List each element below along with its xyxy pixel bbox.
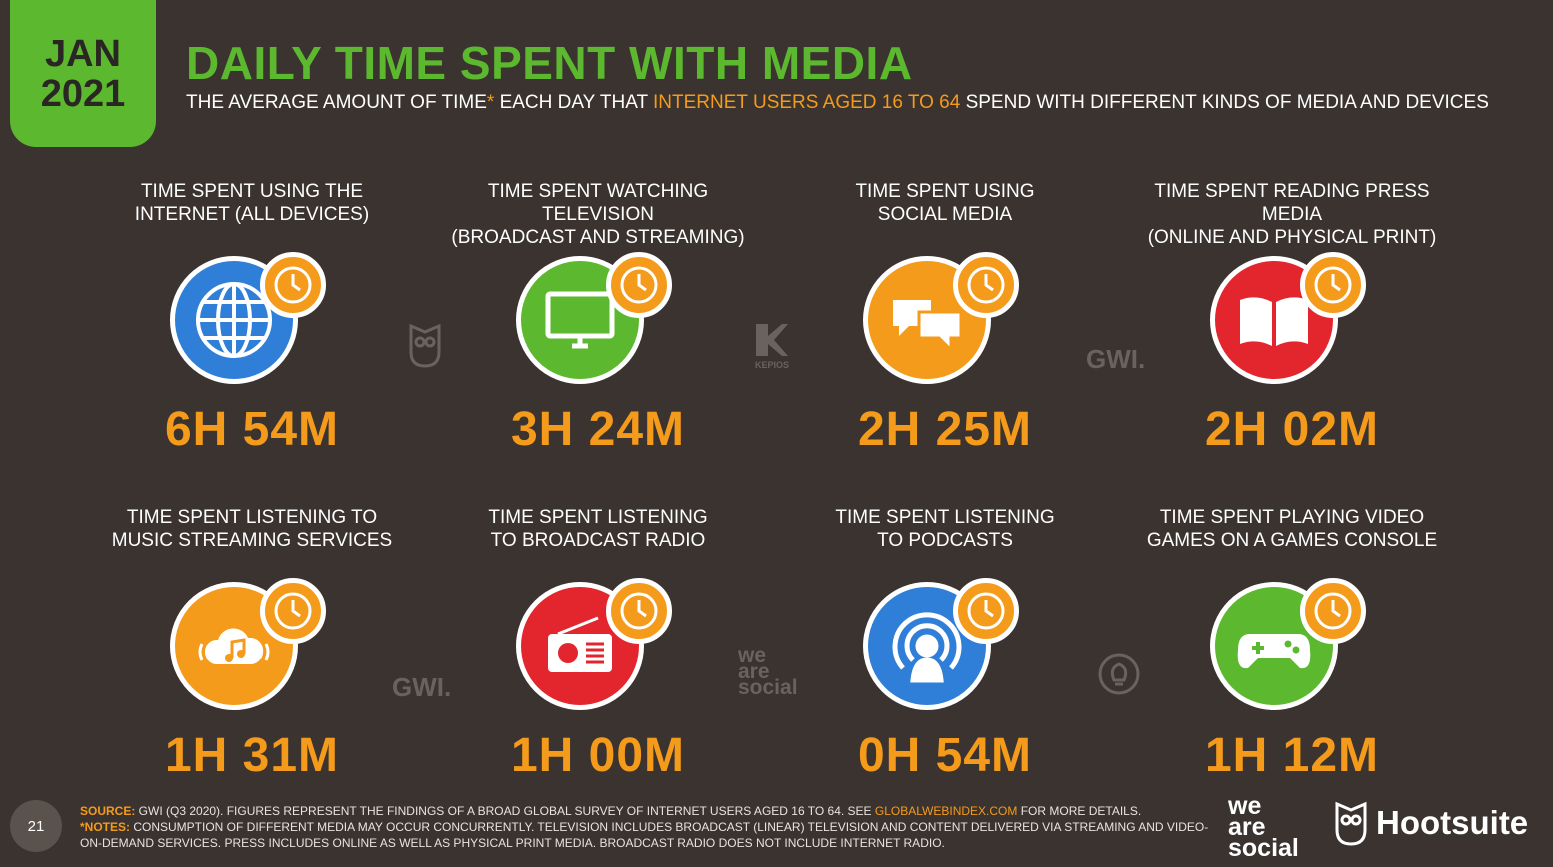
hootsuite-label: Hootsuite [1376, 804, 1529, 841]
subtitle-part2: EACH DAY THAT [494, 92, 654, 113]
card-label: TIME SPENT USING SOCIAL MEDIA [795, 180, 1095, 228]
footer-notes: SOURCE: GWI (Q3 2020). FIGURES REPRESENT… [80, 803, 1210, 851]
card-value: 1H 31M [164, 729, 340, 782]
card-icon-wrap [1202, 574, 1382, 714]
card-value: 0H 54M [857, 729, 1033, 782]
owl-watermark-icon [408, 322, 442, 373]
kepios-logo-icon [756, 324, 788, 356]
clock-icon [260, 252, 326, 318]
badge-month: JAN [44, 32, 122, 75]
card-internet: TIME SPENT USING THE INTERNET (ALL DEVICE… [102, 180, 402, 456]
card-label-line2: (BROADCAST AND STREAMING) [451, 227, 745, 248]
card-label-line2: TO BROADCAST RADIO [490, 530, 706, 551]
clock-icon [606, 578, 672, 644]
card-icon-wrap [855, 248, 1035, 388]
card-podcasts: TIME SPENT LISTENING TO PODCASTS 0H 54M [795, 506, 1095, 782]
card-label: TIME SPENT WATCHING TELEVISION (BROADCAST… [448, 180, 748, 248]
card-label: TIME SPENT USING THE INTERNET (ALL DEVICE… [102, 180, 402, 228]
card-label-line1: TIME SPENT USING [855, 181, 1035, 202]
brand-was-line2: are [1228, 813, 1266, 841]
page-subtitle: THE AVERAGE AMOUNT OF TIME* EACH DAY THA… [186, 92, 1489, 114]
card-label-line1: TIME SPENT READING PRESS MEDIA [1154, 181, 1430, 225]
card-label-line2: GAMES ON A GAMES CONSOLE [1146, 530, 1438, 551]
card-value: 1H 12M [1204, 729, 1380, 782]
source-line: SOURCE: GWI (Q3 2020). FIGURES REPRESENT… [80, 803, 1210, 819]
clock-icon [1300, 252, 1366, 318]
card-radio: TIME SPENT LISTENING TO BROADCAST RADIO 1… [448, 506, 748, 782]
notes-text: CONSUMPTION OF DIFFERENT MEDIA MAY OCCUR… [80, 820, 1209, 850]
card-label-line1: TIME SPENT LISTENING [835, 507, 1055, 528]
card-social-media: TIME SPENT USING SOCIAL MEDIA 2H 25M [795, 180, 1095, 456]
was-line1: we [738, 644, 767, 667]
card-icon-wrap [508, 574, 688, 714]
source-link[interactable]: GLOBALWEBINDEX.COM [874, 804, 1018, 818]
gwi-watermark: GWI. [1086, 344, 1146, 374]
card-label-line2: TO PODCASTS [877, 530, 1013, 551]
card-label: TIME SPENT LISTENING TO PODCASTS [795, 506, 1095, 554]
kepios-watermark: KEPIOS [754, 322, 790, 370]
subtitle-part3: SPEND WITH DIFFERENT KINDS OF MEDIA AND … [960, 92, 1489, 113]
brand-was-line3: social [1228, 834, 1299, 862]
card-icon-wrap [508, 248, 688, 388]
card-value: 2H 02M [1204, 403, 1380, 456]
card-label-line1: TIME SPENT WATCHING TELEVISION [487, 181, 709, 225]
badge-year: 2021 [40, 72, 126, 115]
brand-was-line1: we [1228, 792, 1262, 820]
we-are-social-watermark: we are social [738, 644, 798, 699]
kepios-label: KEPIOS [754, 360, 789, 370]
clock-icon [606, 252, 672, 318]
card-value: 2H 25M [857, 403, 1033, 456]
card-label: TIME SPENT PLAYING VIDEO GAMES ON A GAMES… [1142, 506, 1442, 554]
card-label-line1: TIME SPENT LISTENING TO [126, 507, 378, 528]
we-are-social-logo: we are social [1228, 792, 1299, 862]
card-value: 1H 00M [510, 729, 686, 782]
was-line2: are [738, 660, 770, 683]
card-label: TIME SPENT READING PRESS MEDIA (ONLINE AN… [1142, 180, 1442, 248]
card-icon-wrap [162, 574, 342, 714]
gwi-watermark-2: GWI. [392, 672, 452, 702]
source-key: SOURCE: [80, 804, 136, 818]
card-label-line1: TIME SPENT PLAYING VIDEO [1159, 507, 1425, 528]
subtitle-highlight: INTERNET USERS AGED 16 TO 64 [653, 92, 961, 113]
card-icon-wrap [1202, 248, 1382, 388]
card-value: 3H 24M [510, 403, 686, 456]
clock-icon [953, 578, 1019, 644]
card-label-line1: TIME SPENT USING THE [140, 181, 364, 202]
card-label-line2: (ONLINE AND PHYSICAL PRINT) [1147, 227, 1437, 248]
card-label-line2: MUSIC STREAMING SERVICES [111, 530, 393, 551]
card-icon-wrap [162, 248, 342, 388]
card-label: TIME SPENT LISTENING TO MUSIC STREAMING S… [102, 506, 402, 554]
source-text: GWI (Q3 2020). FIGURES REPRESENT THE FIN… [135, 804, 875, 818]
date-badge: JAN 2021 [10, 0, 156, 147]
card-press: TIME SPENT READING PRESS MEDIA (ONLINE AN… [1142, 180, 1442, 456]
notes-key: *NOTES: [80, 820, 131, 834]
clock-icon [260, 578, 326, 644]
hootsuite-logo: Hootsuite [1334, 800, 1528, 846]
card-label: TIME SPENT LISTENING TO BROADCAST RADIO [448, 506, 748, 554]
card-music-streaming: TIME SPENT LISTENING TO MUSIC STREAMING S… [102, 506, 402, 782]
card-games-console: TIME SPENT PLAYING VIDEO GAMES ON A GAMES… [1142, 506, 1442, 782]
hootsuite-owl-icon [1335, 801, 1367, 846]
card-television: TIME SPENT WATCHING TELEVISION (BROADCAST… [448, 180, 748, 456]
subtitle-part1: THE AVERAGE AMOUNT OF TIME [186, 92, 487, 113]
clock-icon [953, 252, 1019, 318]
page-title: DAILY TIME SPENT WITH MEDIA [186, 37, 913, 89]
card-label-line2: INTERNET (ALL DEVICES) [134, 204, 370, 225]
card-value: 6H 54M [164, 403, 340, 456]
card-label-line1: TIME SPENT LISTENING [488, 507, 708, 528]
lightbulb-watermark-icon [1097, 652, 1141, 701]
clock-icon [1300, 578, 1366, 644]
notes-line: *NOTES: CONSUMPTION OF DIFFERENT MEDIA M… [80, 819, 1210, 851]
card-label-line2: SOCIAL MEDIA [877, 204, 1013, 225]
card-icon-wrap [855, 574, 1035, 714]
source-tail: FOR MORE DETAILS. [1017, 804, 1142, 818]
was-line3: social [738, 676, 798, 699]
page-number: 21 [10, 800, 62, 852]
subtitle-star: * [486, 92, 495, 113]
